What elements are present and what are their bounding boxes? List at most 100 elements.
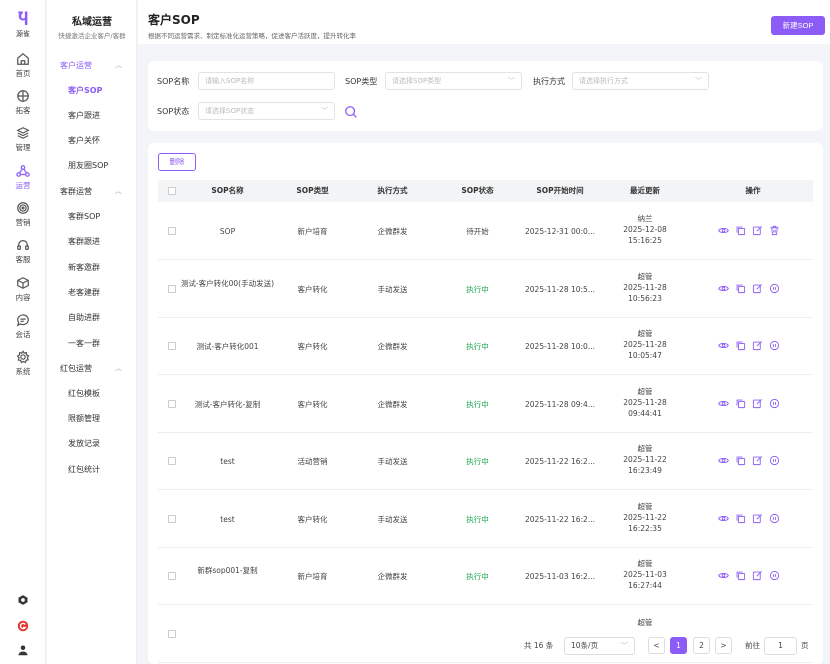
stop-icon[interactable] [769, 570, 780, 581]
sop-type-select[interactable]: 请选择SOP类型 ﹀ [385, 72, 522, 90]
cell-last-update: 超管 2025-11-22 16:23:49 [600, 443, 690, 476]
rail-item-system[interactable]: 系统 [0, 350, 46, 377]
select-all-checkbox[interactable] [168, 187, 176, 195]
eye-icon[interactable] [718, 513, 729, 524]
copy-icon[interactable] [735, 283, 746, 294]
sidebar-item-group-followup[interactable]: 客群跟进 [68, 237, 100, 246]
stop-icon[interactable] [769, 513, 780, 524]
rail-item-tuoke[interactable]: 拓客 [0, 89, 46, 116]
sop-status-label: SOP状态 [157, 107, 190, 116]
edit-icon[interactable] [752, 570, 763, 581]
rail-item-manage[interactable]: 管理 [0, 126, 46, 153]
cell-last-update: 超管 2025-11-22 16:22:35 [600, 501, 690, 534]
rail-bottom-brand[interactable] [0, 620, 46, 634]
cell-exec-mode: 手动发送 [377, 514, 408, 524]
row-checkbox[interactable] [168, 572, 176, 580]
search-icon[interactable] [344, 105, 358, 119]
row-checkbox[interactable] [168, 227, 176, 235]
brand-name: 源雀 [16, 30, 30, 38]
copy-icon[interactable] [735, 340, 746, 351]
sidebar-item-customer-care[interactable]: 客户关怀 [68, 136, 100, 145]
stop-icon[interactable] [769, 283, 780, 294]
sidebar-item-redpacket-stats[interactable]: 红包统计 [68, 465, 100, 474]
sidebar-item-issue-record[interactable]: 发放记录 [68, 439, 100, 448]
cell-start-time: 2025-11-22 16:2... [525, 457, 595, 466]
edit-icon[interactable] [752, 513, 763, 524]
rail-item-chat[interactable]: 会话 [0, 313, 46, 340]
sidebar-subtitle: 快捷激活企业客户/客群 [58, 32, 126, 40]
brand-logo[interactable]: Ⴏ 源雀 [0, 12, 46, 39]
sidebar-item-limit-manage[interactable]: 限额管理 [68, 414, 100, 423]
table-row: 测试-客户转化001 客户转化 企微群发 执行中 2025-11-28 10:0... 超… [158, 318, 813, 375]
edit-icon[interactable] [752, 340, 763, 351]
sidebar-item-moments-sop[interactable]: 朋友圈SOP [68, 161, 109, 170]
eye-icon[interactable] [718, 283, 729, 294]
stop-icon[interactable] [769, 455, 780, 466]
sidebar-group-redpacket-ops[interactable]: 红包运营 ︿ [60, 364, 122, 373]
sop-status-select[interactable]: 请选择SOP状态 ﹀ [198, 102, 335, 120]
sidebar-item-invite-group[interactable]: 新客邀群 [68, 263, 100, 272]
cell-sop-type: 客户转化 [297, 342, 328, 351]
row-checkbox[interactable] [168, 514, 176, 523]
goto-page-input[interactable]: 1 [764, 637, 797, 655]
row-checkbox[interactable] [168, 457, 176, 465]
rail-item-content[interactable]: 内容 [0, 276, 46, 303]
goto-label: 前往 [745, 641, 760, 650]
next-page-button[interactable]: > [715, 637, 732, 654]
copy-icon[interactable] [735, 513, 746, 524]
copy-icon[interactable] [735, 455, 746, 466]
rail-item-service[interactable]: 客服 [0, 238, 46, 265]
sidebar-item-customer-sop[interactable]: 客户SOP [68, 86, 103, 95]
row-checkbox[interactable] [168, 284, 176, 293]
row-checkbox[interactable] [168, 399, 176, 408]
stop-icon[interactable] [769, 398, 780, 409]
sidebar-item-self-join[interactable]: 自助进群 [68, 313, 100, 322]
copy-icon[interactable] [735, 225, 746, 236]
eye-icon[interactable] [718, 225, 729, 236]
eye-icon[interactable] [718, 455, 729, 466]
page-1-button[interactable]: 1 [670, 637, 687, 654]
sidebar-item-group-sop[interactable]: 客群SOP [68, 212, 101, 221]
edit-icon[interactable] [752, 283, 763, 294]
sidebar-group-customer-ops[interactable]: 客户运营 ︿ [60, 61, 122, 70]
copy-icon[interactable] [735, 570, 746, 581]
edit-icon[interactable] [752, 225, 763, 236]
table-row: test 活动营销 手动发送 执行中 2025-11-22 16:2... 超管 2025-… [158, 433, 813, 490]
sidebar-item-one-group[interactable]: 一客一群 [68, 339, 100, 348]
cell-last-update: 纳兰 2025-12-08 15:16:25 [600, 213, 690, 246]
page-size-select[interactable]: 10条/页 ﹀ [564, 637, 635, 655]
rail-bottom-user[interactable] [0, 644, 46, 658]
chevron-up-icon: ︿ [115, 187, 122, 195]
exec-mode-select[interactable]: 请选择执行方式 ﹀ [572, 72, 709, 90]
edit-icon[interactable] [752, 455, 763, 466]
delete-button[interactable]: 删除 [158, 153, 196, 171]
stop-icon[interactable] [769, 340, 780, 351]
cell-sop-status: 执行中 [466, 572, 489, 581]
cell-start-time: 2025-11-28 10:0... [525, 342, 595, 351]
page-2-button[interactable]: 2 [693, 637, 710, 654]
rail-item-marketing[interactable]: 营销 [0, 201, 46, 228]
cell-last-update: 超管 2025-11-28 10:05:47 [600, 328, 690, 361]
trash-icon[interactable] [769, 225, 780, 236]
cell-sop-status: 待开始 [466, 227, 489, 236]
eye-icon[interactable] [718, 340, 729, 351]
edit-icon[interactable] [752, 398, 763, 409]
chat-icon [16, 314, 29, 327]
update-time: 15:16:25 [628, 236, 662, 245]
sidebar-group-group-ops[interactable]: 客群运营 ︿ [60, 187, 122, 196]
sidebar-item-build-group[interactable]: 老客建群 [68, 288, 100, 297]
row-checkbox[interactable] [168, 629, 176, 638]
rail-item-home[interactable]: 首页 [0, 52, 46, 79]
copy-icon[interactable] [735, 398, 746, 409]
prev-page-button[interactable]: < [648, 637, 665, 654]
eye-icon[interactable] [718, 398, 729, 409]
row-checkbox[interactable] [168, 342, 176, 350]
new-sop-button[interactable]: 新建SOP [771, 16, 825, 35]
rail-item-operation[interactable]: 运营 [0, 164, 46, 191]
eye-icon[interactable] [718, 570, 729, 581]
sop-name-input[interactable]: 请输入SOP名称 [198, 72, 335, 90]
rail-bottom-app[interactable] [0, 594, 46, 608]
cell-sop-type: 新户培育 [297, 227, 328, 236]
sidebar-item-customer-followup[interactable]: 客户跟进 [68, 111, 100, 120]
sidebar-item-redpacket-template[interactable]: 红包模板 [68, 389, 100, 398]
